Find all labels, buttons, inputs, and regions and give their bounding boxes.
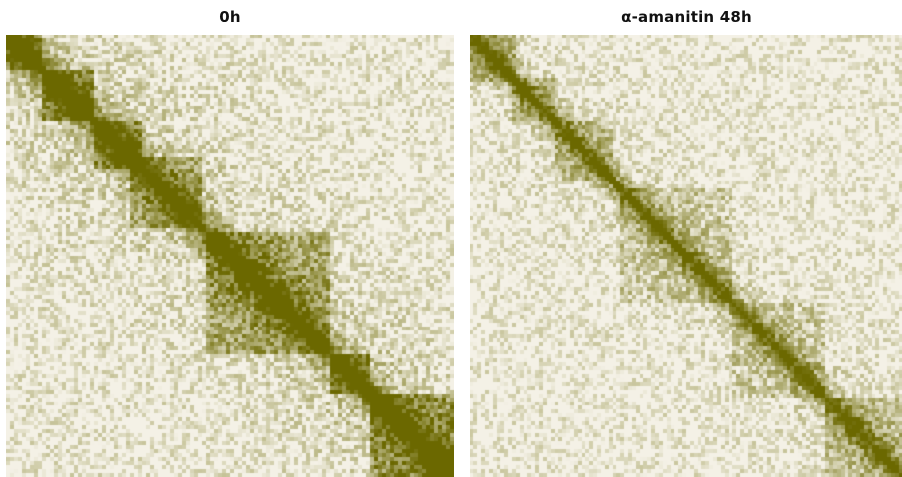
- contact-heatmap-0h: [6, 35, 454, 477]
- contact-heatmap-amanitin-48h: [470, 35, 902, 477]
- chart-title: α-amanitin 48h: [621, 8, 752, 26]
- heatmap-panel-0h: 0h: [6, 0, 454, 477]
- chart-title: 0h: [219, 8, 241, 26]
- heatmap-panel-amanitin: α-amanitin 48h: [470, 0, 902, 477]
